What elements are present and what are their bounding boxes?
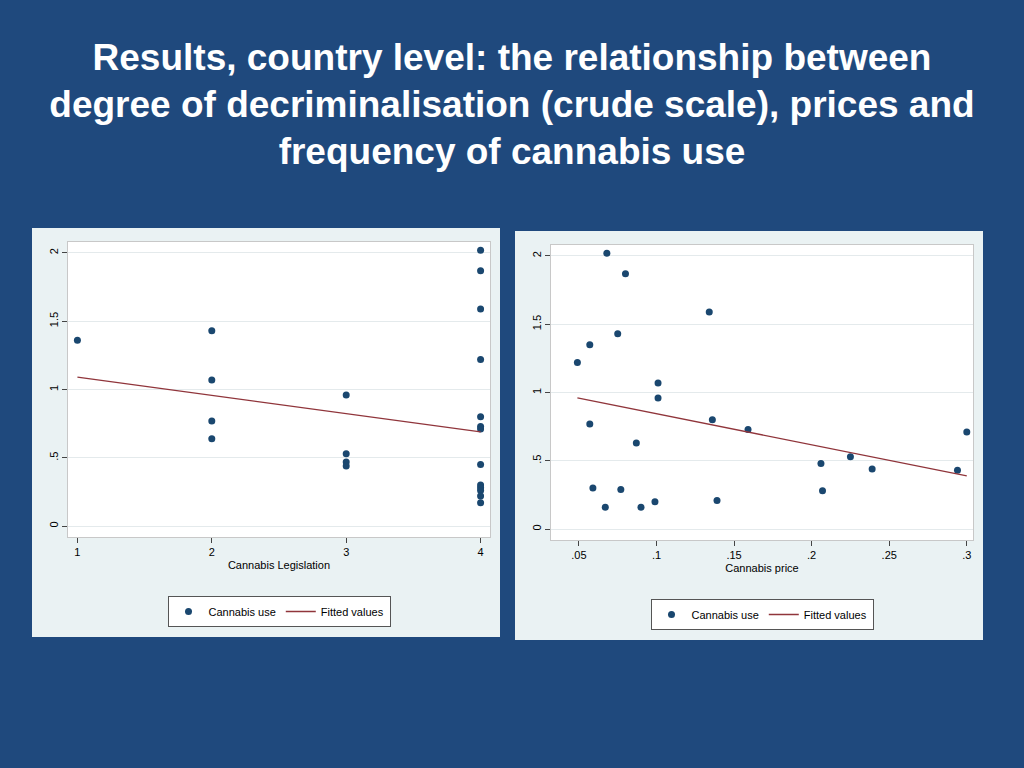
svg-text:3: 3	[343, 546, 349, 558]
svg-text:2: 2	[531, 251, 543, 257]
svg-text:1.5: 1.5	[531, 315, 543, 330]
svg-text:.25: .25	[882, 549, 897, 561]
svg-text:0: 0	[48, 521, 60, 527]
svg-text:Cannabis use: Cannabis use	[692, 609, 759, 621]
svg-text:.3: .3	[962, 549, 971, 561]
svg-text:1.5: 1.5	[48, 312, 60, 327]
svg-text:1: 1	[48, 385, 60, 391]
svg-text:.1: .1	[652, 549, 661, 561]
svg-text:2: 2	[209, 546, 215, 558]
svg-text:Fitted values: Fitted values	[321, 606, 384, 618]
svg-text:Cannabis Legislation: Cannabis Legislation	[228, 559, 330, 571]
svg-text:.05: .05	[571, 549, 586, 561]
svg-text:2: 2	[48, 248, 60, 254]
svg-text:4: 4	[478, 546, 484, 558]
html-text:Results, country level: the re: Results, country level: the relationship…	[49, 37, 975, 172]
svg-text:Cannabis price: Cannabis price	[725, 562, 798, 574]
svg-text:Cannabis use: Cannabis use	[209, 606, 276, 618]
svg-text:1: 1	[531, 388, 543, 394]
svg-text:.5: .5	[531, 455, 543, 464]
svg-text:.2: .2	[807, 549, 816, 561]
svg-text:.15: .15	[726, 549, 741, 561]
svg-text:0: 0	[531, 524, 543, 530]
svg-text:.5: .5	[48, 452, 60, 461]
svg-text:Fitted values: Fitted values	[804, 609, 867, 621]
svg-text:1: 1	[74, 546, 80, 558]
